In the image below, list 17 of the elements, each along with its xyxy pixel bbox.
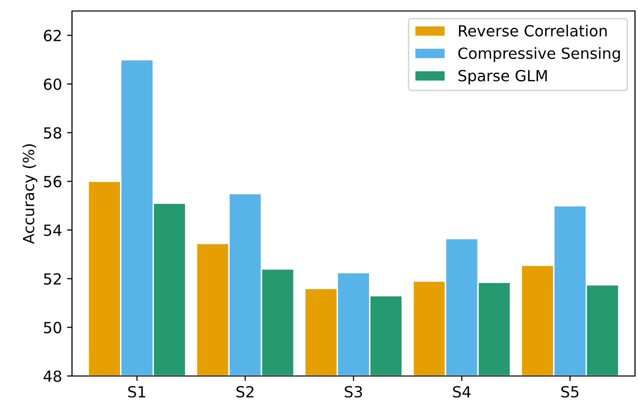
y-tick-label: 52	[44, 273, 61, 285]
y-tick-label: 62	[44, 30, 61, 42]
y-tick-label: 56	[44, 176, 62, 188]
legend-label: Sparse GLM	[458, 70, 547, 84]
y-tick-label: 54	[44, 224, 62, 236]
x-tick-label: S5	[561, 386, 578, 398]
y-tick-label: 60	[44, 78, 62, 90]
x-tick-label: S1	[128, 386, 146, 398]
y-tick-label: 48	[44, 370, 62, 382]
legend-label: Compressive Sensing	[458, 47, 620, 62]
x-tick-label: S4	[453, 386, 471, 398]
x-tick-label: S2	[236, 386, 254, 398]
legend-label: Reverse Correlation	[458, 24, 607, 37]
y-axis-title: Accuracy (%)	[22, 144, 38, 244]
y-tick-label: 50	[44, 322, 62, 334]
y-tick-label: 58	[44, 127, 62, 139]
x-tick-label: S3	[344, 386, 362, 398]
